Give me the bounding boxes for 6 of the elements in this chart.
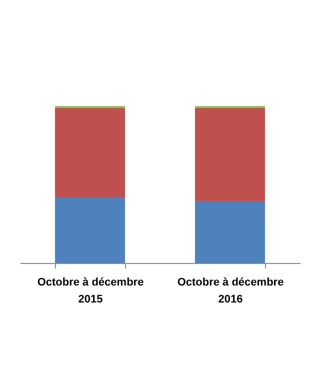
bar — [195, 200, 265, 263]
bar — [55, 108, 125, 198]
x-tick-label: Octobre à décembre 2015 — [37, 276, 144, 306]
bar — [195, 108, 265, 201]
bar — [55, 197, 125, 263]
x-tick-label: Octobre à décembre 2016 — [177, 276, 284, 306]
